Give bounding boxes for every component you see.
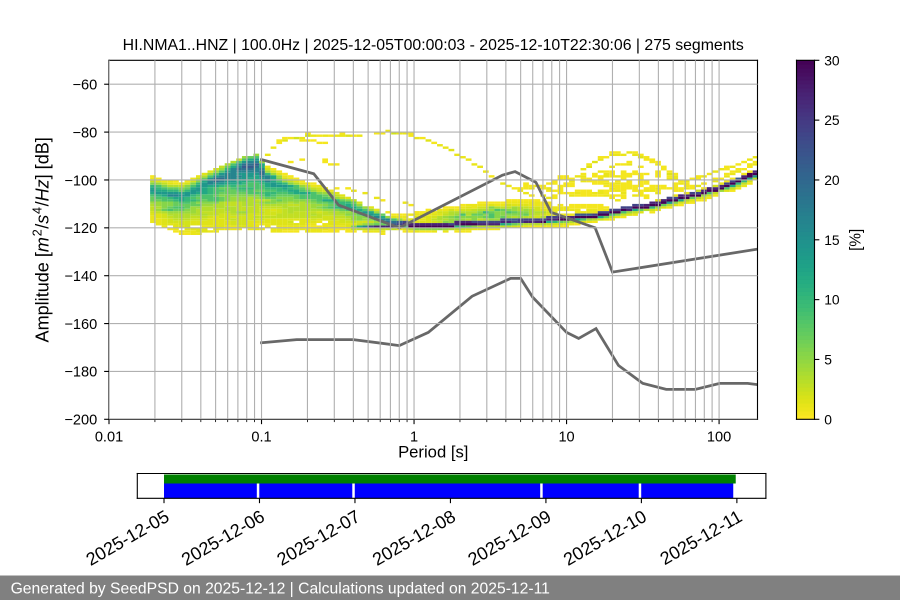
svg-text:Period [s]: Period [s]	[398, 442, 468, 461]
svg-text:−160: −160	[64, 317, 97, 333]
svg-text:100: 100	[707, 430, 731, 446]
svg-text:0: 0	[824, 411, 832, 427]
svg-text:20: 20	[824, 172, 840, 188]
svg-text:HI.NMA1..HNZ | 100.0Hz | 2025-: HI.NMA1..HNZ | 100.0Hz | 2025-12-05T00:0…	[123, 37, 744, 54]
svg-text:−100: −100	[64, 173, 97, 189]
svg-text:10: 10	[824, 292, 840, 308]
svg-text:−120: −120	[64, 221, 97, 237]
svg-text:30: 30	[824, 52, 840, 68]
svg-text:−80: −80	[72, 125, 97, 141]
svg-text:−60: −60	[72, 78, 97, 94]
svg-text:A m p l: A m p l i t u d e [ / / ] [ d B ] m s H …	[22, 132, 54, 343]
svg-text:−180: −180	[64, 365, 97, 381]
svg-text:0.1: 0.1	[251, 430, 271, 446]
svg-text:25: 25	[824, 112, 840, 128]
svg-text:Generated by SeedPSD on 2025-1: Generated by SeedPSD on 2025-12-12 | Cal…	[11, 581, 550, 598]
svg-text:5: 5	[824, 351, 832, 367]
svg-text:[%]: [%]	[847, 229, 864, 251]
svg-text:15: 15	[824, 232, 840, 248]
svg-text:10: 10	[558, 430, 574, 446]
svg-text:0.01: 0.01	[95, 430, 123, 446]
svg-text:−200: −200	[64, 413, 97, 429]
svg-text:−140: −140	[64, 269, 97, 285]
svg-text:1: 1	[410, 430, 418, 446]
